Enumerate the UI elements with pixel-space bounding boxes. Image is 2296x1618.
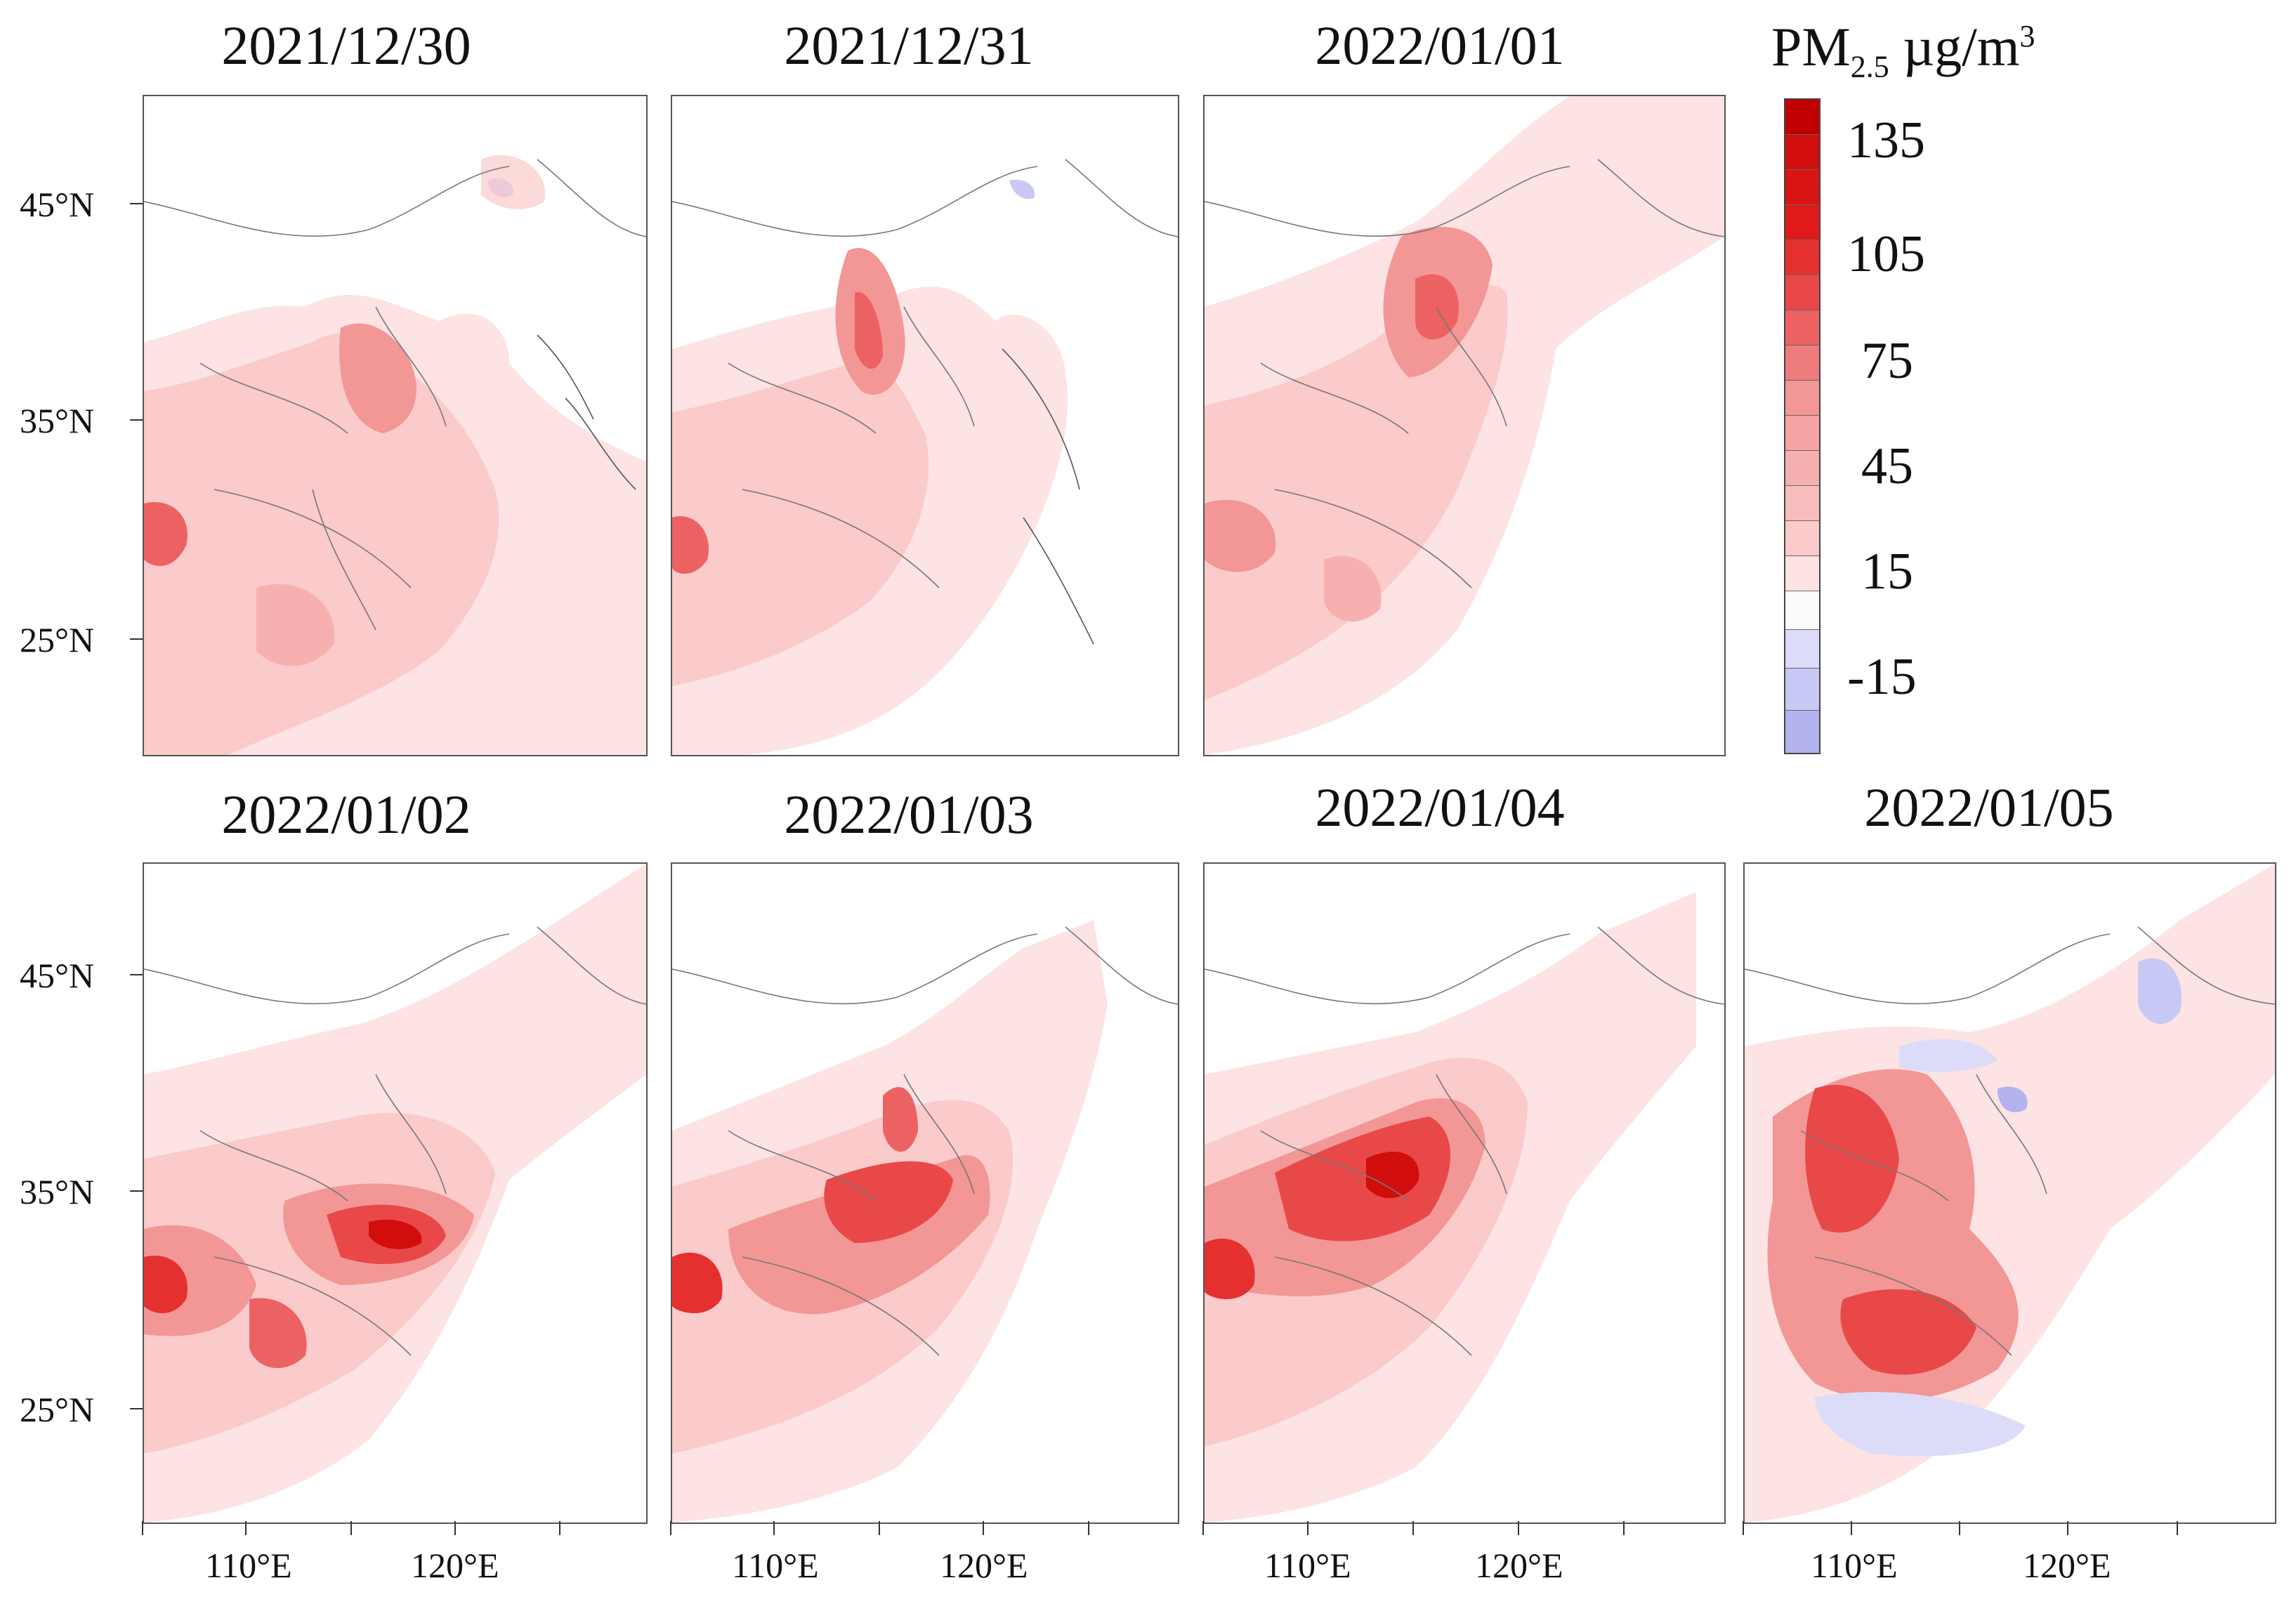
cbar-label-15: 15 [1861, 543, 1913, 600]
legend-title: PM2.5 µg/m3 [1771, 16, 2035, 84]
cbar-seg-1 [1785, 100, 1819, 135]
pm25-map-7 [1745, 864, 2275, 1522]
cbar-seg-16 [1785, 630, 1819, 669]
map-panel-5 [671, 862, 1179, 1524]
cbar-seg-15 [1785, 591, 1819, 630]
cbar-label-75: 75 [1861, 332, 1913, 390]
panel-title-2: 2021/12/31 [784, 15, 1034, 76]
cbar-seg-12 [1785, 486, 1819, 521]
cbar-seg-7 [1785, 310, 1819, 346]
map-panel-6 [1203, 862, 1726, 1524]
lon-label-120-4: 120°E [2023, 1546, 2111, 1585]
pm25-map-2 [672, 159, 1178, 755]
panel-title-5: 2022/01/03 [784, 784, 1034, 845]
lon-label-120-3: 120°E [1475, 1546, 1563, 1585]
cbar-seg-18 [1785, 711, 1819, 753]
lat-label-35-top: 35°N [20, 401, 95, 440]
cbar-seg-8 [1785, 346, 1819, 381]
colorbar [1784, 98, 1821, 754]
panel-title-3: 2022/01/01 [1315, 15, 1565, 76]
lon-label-110-4: 110°E [1811, 1546, 1898, 1585]
lat-label-25-top: 25°N [20, 620, 95, 659]
cbar-seg-4 [1785, 205, 1819, 240]
cbar-seg-5 [1785, 240, 1819, 275]
lon-label-120-1: 120°E [411, 1546, 499, 1585]
map-panel-1 [143, 95, 648, 756]
map-panel-2 [671, 95, 1179, 756]
cbar-label-45: 45 [1861, 438, 1913, 495]
panel-title-6: 2022/01/04 [1315, 777, 1565, 838]
pm25-map-3 [1205, 96, 1724, 755]
cbar-label-neg15: -15 [1847, 648, 1917, 706]
lat-label-45-bottom: 45°N [20, 956, 95, 995]
cbar-seg-17 [1785, 669, 1819, 711]
panel-title-1: 2021/12/30 [221, 15, 471, 76]
cbar-seg-3 [1785, 170, 1819, 205]
map-panel-7 [1743, 862, 2276, 1524]
pm25-map-4 [144, 864, 646, 1522]
pm25-map-6 [1205, 892, 1724, 1522]
lat-label-35-bottom: 35°N [20, 1172, 95, 1211]
cbar-seg-9 [1785, 381, 1819, 416]
map-panel-3 [1203, 95, 1726, 756]
cbar-seg-6 [1785, 275, 1819, 310]
cbar-label-105: 105 [1847, 225, 1925, 283]
map-panel-4 [143, 862, 648, 1524]
panel-title-4: 2022/01/02 [221, 784, 471, 845]
pm25-map-1 [144, 154, 646, 755]
panel-title-7: 2022/01/05 [1864, 777, 2114, 838]
cbar-label-135: 135 [1847, 112, 1925, 169]
cbar-seg-10 [1785, 416, 1819, 451]
lon-label-120-2: 120°E [940, 1546, 1028, 1585]
lon-label-110-1: 110°E [205, 1546, 292, 1585]
cbar-seg-14 [1785, 556, 1819, 591]
lat-label-25-bottom: 25°N [20, 1390, 95, 1429]
cbar-seg-11 [1785, 451, 1819, 486]
cbar-seg-2 [1785, 135, 1819, 170]
lon-label-110-2: 110°E [732, 1546, 819, 1585]
lat-label-45-top: 45°N [20, 185, 95, 224]
pm25-map-5 [672, 920, 1178, 1522]
lon-label-110-3: 110°E [1264, 1546, 1351, 1585]
cbar-seg-13 [1785, 521, 1819, 556]
